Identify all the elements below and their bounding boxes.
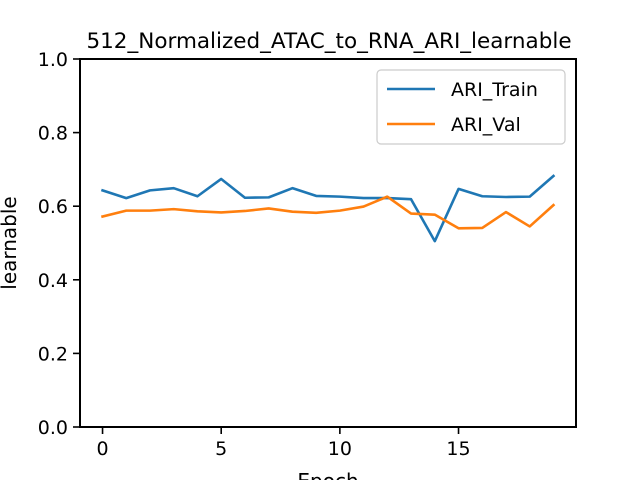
chart-title: 512_Normalized_ATAC_to_RNA_ARI_learnable [86,29,571,54]
legend-label: ARI_Train [451,79,538,101]
y-axis-label: learnable [0,196,21,289]
axes-frame [79,58,577,428]
y-tick-label: 0.4 [38,270,68,292]
x-tick-label: 5 [215,438,227,460]
y-tick-label: 1.0 [38,49,68,71]
x-tick-label: 10 [328,438,352,460]
legend-label: ARI_Val [451,114,521,136]
y-tick-label: 0.0 [38,417,68,439]
x-tick-label: 15 [446,438,470,460]
legend: ARI_Train ARI_Val [376,69,566,145]
y-tick-label: 0.8 [38,123,68,145]
series-line-ari-train [100,174,556,243]
y-tick-label: 0.2 [38,343,68,365]
x-tick-label: 0 [96,438,108,460]
x-axis-label: Epoch [297,469,358,480]
y-tick-label: 0.6 [38,196,68,218]
series-line-ari-val [100,195,556,230]
